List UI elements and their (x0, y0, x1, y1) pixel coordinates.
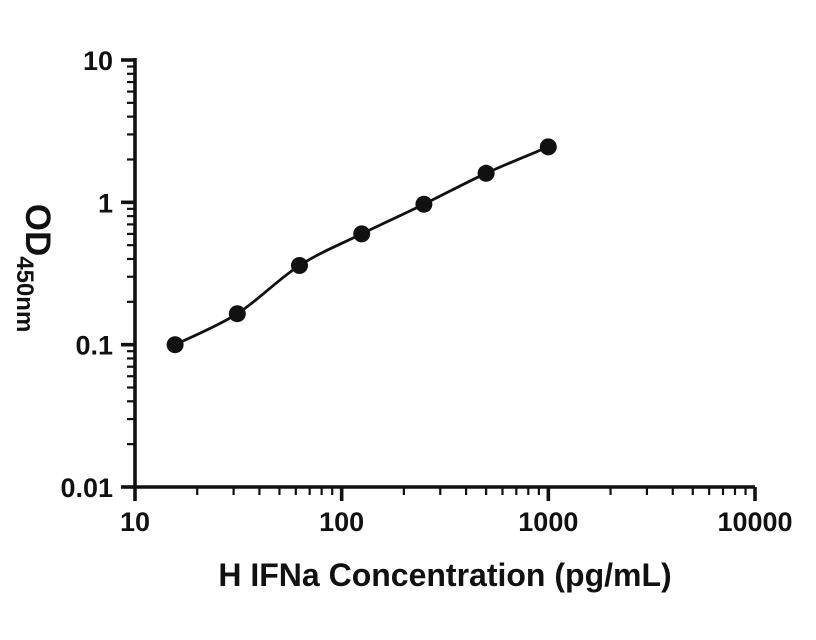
series-layer (166, 138, 557, 354)
y-axis-tick-label: 0.1 (75, 331, 113, 361)
x-axis-tick-label: 10 (120, 507, 150, 537)
y-axis-title: OD450nm (11, 204, 57, 333)
x-axis-tick-label: 100 (319, 507, 364, 537)
x-axis-tick-label: 10000 (717, 507, 792, 537)
x-axis-tick-label: 1000 (518, 507, 578, 537)
data-point (539, 138, 557, 156)
x-axis-title: H IFNa Concentration (pg/mL) (218, 557, 671, 593)
y-axis-tick-label: 10 (83, 46, 113, 76)
data-point (477, 164, 495, 182)
y-axis-tick-label: 0.01 (60, 473, 113, 503)
data-point (228, 305, 246, 323)
axis-lines (133, 58, 755, 489)
y-axis-title-sub: 450nm (11, 256, 38, 332)
data-point (166, 336, 184, 354)
axes-layer: 10 100 1000 10000 0.01 0.1 1 10 (60, 46, 792, 537)
data-point (415, 195, 433, 213)
data-point (291, 257, 308, 274)
data-point (353, 225, 371, 243)
y-axis-tick-label: 1 (98, 188, 113, 218)
y-axis-title-main: OD (18, 204, 57, 257)
